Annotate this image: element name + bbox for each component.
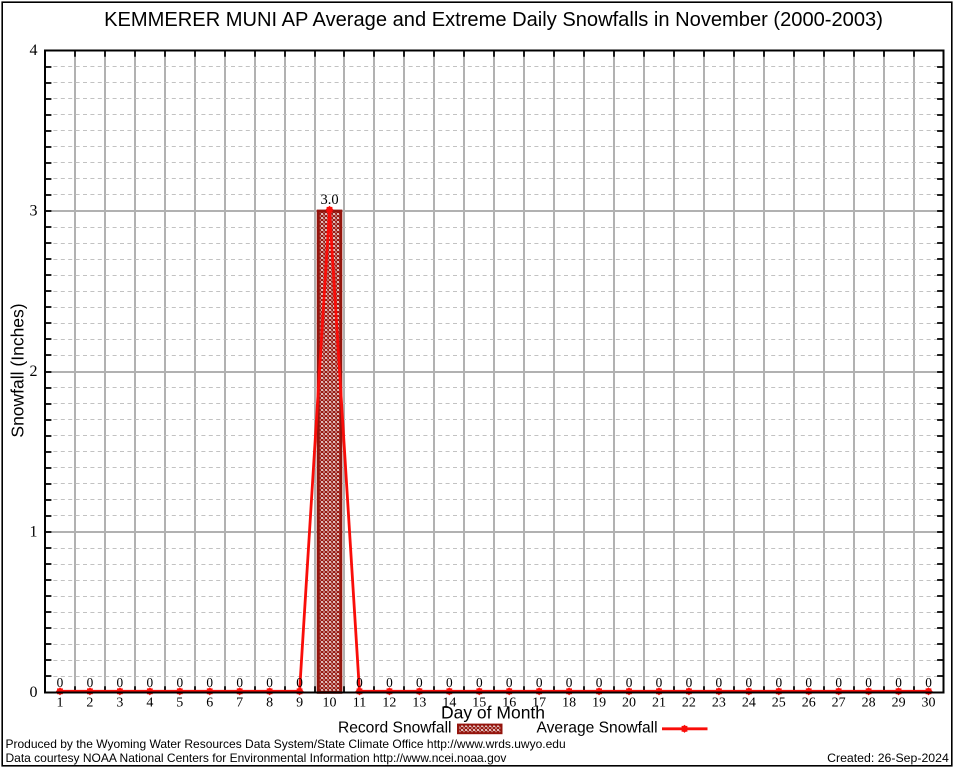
svg-text:0: 0: [745, 675, 752, 690]
svg-text:14: 14: [442, 696, 456, 711]
svg-text:28: 28: [862, 696, 876, 711]
svg-text:15: 15: [472, 696, 486, 711]
svg-text:0: 0: [925, 675, 932, 690]
svg-text:0: 0: [716, 675, 723, 690]
svg-text:0: 0: [476, 675, 483, 690]
svg-text:26: 26: [802, 696, 816, 711]
svg-text:0: 0: [626, 675, 633, 690]
svg-text:22: 22: [682, 696, 696, 711]
svg-text:0: 0: [835, 675, 842, 690]
svg-text:0: 0: [895, 675, 902, 690]
svg-text:0: 0: [446, 675, 453, 690]
svg-text:0: 0: [356, 675, 363, 690]
svg-text:2: 2: [30, 363, 38, 380]
svg-text:Average Snowfall: Average Snowfall: [537, 719, 658, 736]
svg-text:1: 1: [56, 696, 63, 711]
svg-text:0: 0: [596, 675, 603, 690]
svg-text:0: 0: [656, 675, 663, 690]
svg-text:0: 0: [266, 675, 273, 690]
svg-text:0: 0: [176, 675, 183, 690]
svg-text:3.0: 3.0: [320, 192, 338, 208]
svg-text:0: 0: [57, 675, 64, 690]
svg-text:1: 1: [30, 523, 38, 540]
svg-text:3: 3: [30, 202, 38, 219]
svg-text:0: 0: [775, 675, 782, 690]
svg-text:25: 25: [772, 696, 786, 711]
svg-text:0: 0: [566, 675, 573, 690]
svg-text:19: 19: [592, 696, 606, 711]
svg-text:0: 0: [416, 675, 423, 690]
svg-text:0: 0: [30, 684, 38, 701]
svg-text:0: 0: [865, 675, 872, 690]
svg-text:29: 29: [892, 696, 906, 711]
svg-text:2: 2: [86, 696, 93, 711]
svg-text:11: 11: [353, 696, 366, 711]
svg-text:KEMMERER MUNI AP Average and E: KEMMERER MUNI AP Average and Extreme Dai…: [104, 9, 883, 31]
svg-text:7: 7: [236, 696, 243, 711]
svg-text:Created: 26-Sep-2024: Created: 26-Sep-2024: [827, 751, 949, 765]
svg-text:17: 17: [532, 696, 546, 711]
svg-text:13: 13: [412, 696, 426, 711]
svg-text:0: 0: [206, 675, 213, 690]
svg-text:0: 0: [386, 675, 393, 690]
svg-text:10: 10: [323, 696, 337, 711]
svg-text:20: 20: [622, 696, 636, 711]
svg-text:6: 6: [206, 696, 213, 711]
svg-text:8: 8: [266, 696, 273, 711]
svg-text:23: 23: [712, 696, 726, 711]
svg-text:27: 27: [832, 696, 846, 711]
svg-text:0: 0: [117, 675, 124, 690]
svg-text:0: 0: [146, 675, 153, 690]
svg-text:0: 0: [296, 675, 303, 690]
svg-text:0: 0: [87, 675, 94, 690]
svg-text:0: 0: [236, 675, 243, 690]
svg-text:Produced by the Wyoming Water: Produced by the Wyoming Water Resources …: [6, 737, 566, 751]
svg-text:0: 0: [686, 675, 693, 690]
svg-text:4: 4: [146, 696, 153, 711]
svg-text:9: 9: [296, 696, 303, 711]
svg-text:5: 5: [176, 696, 183, 711]
svg-text:3: 3: [116, 696, 123, 711]
svg-text:0: 0: [506, 675, 513, 690]
svg-text:30: 30: [922, 696, 936, 711]
svg-text:16: 16: [502, 696, 516, 711]
svg-text:18: 18: [562, 696, 576, 711]
svg-text:0: 0: [536, 675, 543, 690]
svg-text:4: 4: [30, 42, 38, 59]
svg-text:21: 21: [652, 696, 666, 711]
svg-text:Day of Month: Day of Month: [441, 702, 545, 722]
svg-text:0: 0: [805, 675, 812, 690]
svg-text:Record Snowfall: Record Snowfall: [338, 719, 452, 736]
svg-text:12: 12: [382, 696, 396, 711]
svg-text:Snowfall (Inches): Snowfall (Inches): [8, 303, 28, 437]
svg-text:24: 24: [742, 696, 756, 711]
svg-text:Data courtesy NOAA National Ce: Data courtesy NOAA National Centers for …: [6, 751, 507, 765]
